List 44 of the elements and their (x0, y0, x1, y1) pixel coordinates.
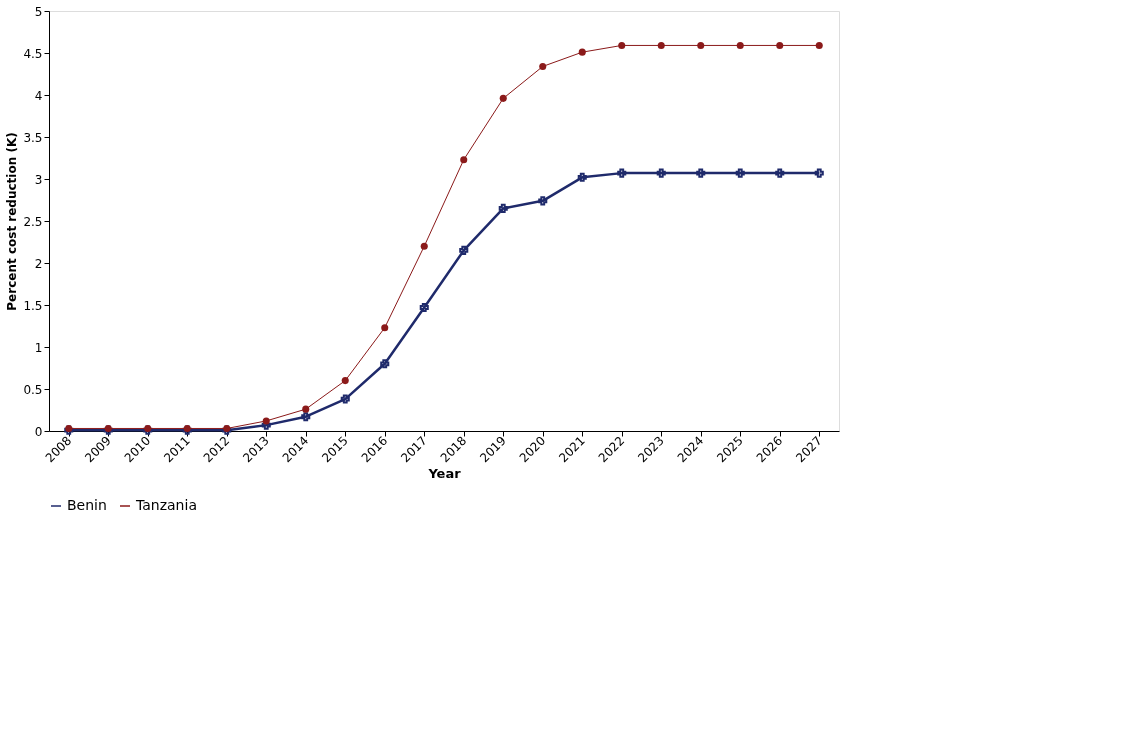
point (420, 242, 428, 250)
point (578, 48, 586, 56)
point (656, 168, 666, 178)
point (697, 41, 705, 49)
point (380, 359, 390, 369)
y-tick-label: 0 (34, 424, 43, 439)
point (736, 41, 744, 49)
y-tick-label: 5 (34, 4, 43, 19)
y-tick-label: 1.5 (23, 298, 43, 313)
point (696, 168, 706, 178)
point (419, 302, 429, 313)
point (262, 417, 270, 425)
y-tick-label: 4 (34, 88, 43, 103)
y-tick-label: 2 (34, 256, 43, 271)
point (302, 405, 310, 413)
legend-label: Tanzania (135, 497, 197, 513)
point (341, 377, 349, 385)
point (617, 168, 627, 178)
point (776, 41, 784, 49)
legend-label: Benin (67, 497, 107, 513)
point (381, 324, 389, 332)
point (340, 394, 350, 404)
point (815, 41, 823, 49)
point (460, 156, 468, 164)
point (459, 245, 469, 255)
point (499, 94, 507, 102)
point (618, 41, 626, 49)
point (301, 412, 311, 422)
y-tick-label: 3.5 (23, 130, 43, 145)
y-tick-label: 4.5 (23, 46, 43, 61)
point (657, 41, 665, 49)
point (577, 172, 587, 182)
y-axis-title: Percent cost reduction (K) (5, 132, 20, 311)
y-tick-label: 2.5 (23, 214, 43, 229)
point (775, 168, 785, 178)
point (539, 62, 547, 70)
y-tick-label: 0.5 (23, 382, 43, 397)
point (498, 203, 508, 213)
y-tick-label: 3 (34, 172, 43, 187)
point (814, 168, 824, 178)
point (735, 168, 745, 178)
point (538, 196, 548, 206)
y-tick-label: 1 (34, 340, 43, 355)
x-axis-title: Year (427, 466, 462, 482)
